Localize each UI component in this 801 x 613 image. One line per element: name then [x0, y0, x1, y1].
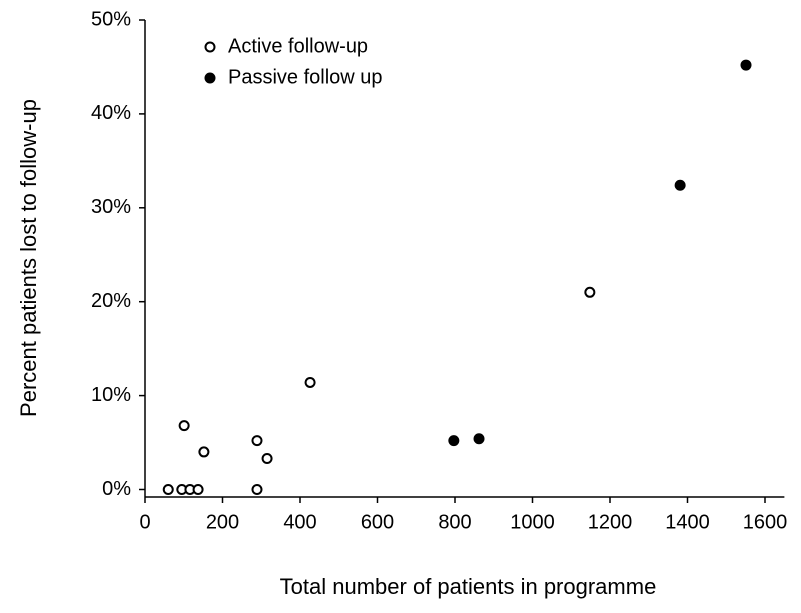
- point: [162, 483, 174, 495]
- x-tick-label: 1000: [510, 511, 555, 533]
- x-axis-label: Total number of patients in programme: [280, 574, 657, 599]
- x-tick-label: 1600: [743, 511, 788, 533]
- x-tick-label: 1200: [588, 511, 633, 533]
- x-tick-label: 400: [283, 511, 316, 533]
- point: [584, 286, 596, 298]
- y-tick-label: 0%: [102, 478, 131, 500]
- y-tick-label: 40%: [91, 102, 131, 124]
- point: [251, 483, 263, 495]
- point: [251, 435, 263, 447]
- point: [198, 446, 210, 458]
- x-tick-label: 200: [206, 511, 239, 533]
- x-tick-label: 800: [438, 511, 471, 533]
- point: [473, 433, 485, 445]
- legend-marker: [204, 72, 216, 84]
- point: [304, 376, 316, 388]
- y-tick-label: 30%: [91, 196, 131, 218]
- x-tick-label: 0: [139, 511, 150, 533]
- point: [740, 59, 752, 71]
- point: [192, 483, 204, 495]
- x-tick-label: 600: [361, 511, 394, 533]
- point: [261, 453, 273, 465]
- y-tick-label: 10%: [91, 384, 131, 406]
- x-tick-label: 1400: [665, 511, 710, 533]
- y-tick-label: 50%: [91, 8, 131, 30]
- point: [674, 179, 686, 191]
- point: [178, 420, 190, 432]
- point: [448, 435, 460, 447]
- legend-label: Passive follow up: [228, 66, 383, 88]
- legend-marker: [204, 41, 216, 53]
- legend-label: Active follow-up: [228, 35, 368, 57]
- y-axis-label: Percent patients lost to follow-up: [16, 99, 41, 417]
- y-tick-label: 20%: [91, 290, 131, 312]
